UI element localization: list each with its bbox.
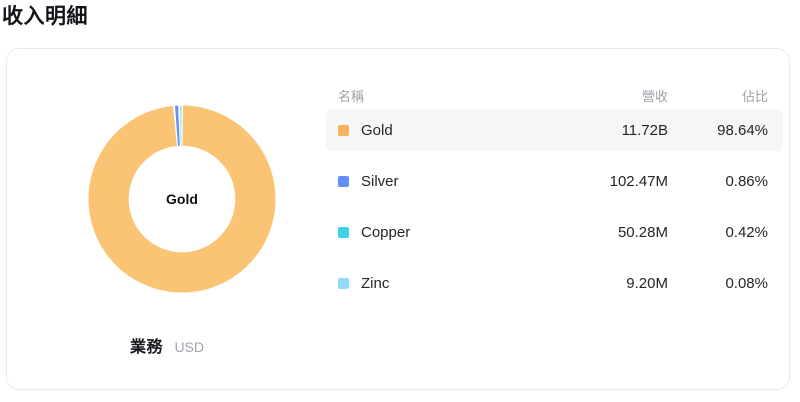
legend-swatch-icon [338, 226, 349, 238]
column-header-name: 名稱 [338, 88, 365, 104]
table-row[interactable]: Zinc 9.20M 0.08% [326, 262, 783, 304]
legend-swatch-icon [338, 277, 349, 289]
cell-share: 0.08% [725, 274, 768, 292]
cell-revenue: 9.20M [626, 274, 668, 292]
donut-chart-area: Gold 業務 USD [7, 49, 327, 391]
chart-footer: 業務 USD [7, 333, 327, 357]
cell-name: Copper [338, 224, 538, 241]
cell-share: 0.86% [725, 172, 768, 190]
cell-share: 98.64% [717, 121, 768, 139]
table-row[interactable]: Silver 102.47M 0.86% [326, 160, 783, 202]
donut-slice-gold[interactable] [88, 105, 276, 293]
cell-name: Gold [338, 122, 538, 139]
legend-swatch-icon [338, 175, 349, 187]
donut-slice-copper[interactable] [180, 105, 182, 146]
cell-share: 0.42% [725, 223, 768, 241]
donut-slice-silver[interactable] [174, 105, 180, 146]
column-header-share: 佔比 [741, 88, 768, 104]
cell-revenue: 102.47M [609, 172, 668, 190]
breakdown-table-area: 名稱 營收 佔比 Gold 11.72B 98.64% Silver 102.47M 0.… [326, 49, 791, 391]
series-label: Silver [361, 172, 399, 190]
legend-swatch-icon [338, 124, 349, 136]
table-row[interactable]: Copper 50.28M 0.42% [326, 211, 783, 253]
column-header-revenue: 營收 [641, 88, 668, 104]
breakdown-table: 名稱 營收 佔比 Gold 11.72B 98.64% Silver 102.47M 0.… [326, 83, 783, 304]
series-label: Zinc [361, 274, 390, 292]
revenue-breakdown-card: Gold 業務 USD 名稱 營收 佔比 Gold 11.72B 98.64% Sil… [6, 48, 790, 390]
cell-revenue: 11.72B [621, 121, 668, 139]
cell-name: Silver [338, 173, 538, 190]
table-row[interactable]: Gold 11.72B 98.64% [326, 109, 783, 151]
donut-chart: Gold [88, 105, 276, 293]
page-title: 收入明細 [2, 5, 88, 28]
donut-slice-zinc[interactable] [181, 105, 183, 146]
donut-chart-svg [88, 105, 276, 293]
segment-name: 業務 [129, 339, 163, 356]
series-label: Gold [361, 121, 393, 139]
series-label: Copper [361, 223, 411, 241]
cell-revenue: 50.28M [617, 223, 668, 241]
table-header-row: 名稱 營收 佔比 [326, 83, 783, 109]
cell-name: Zinc [338, 275, 538, 292]
currency-unit: USD [174, 339, 205, 355]
